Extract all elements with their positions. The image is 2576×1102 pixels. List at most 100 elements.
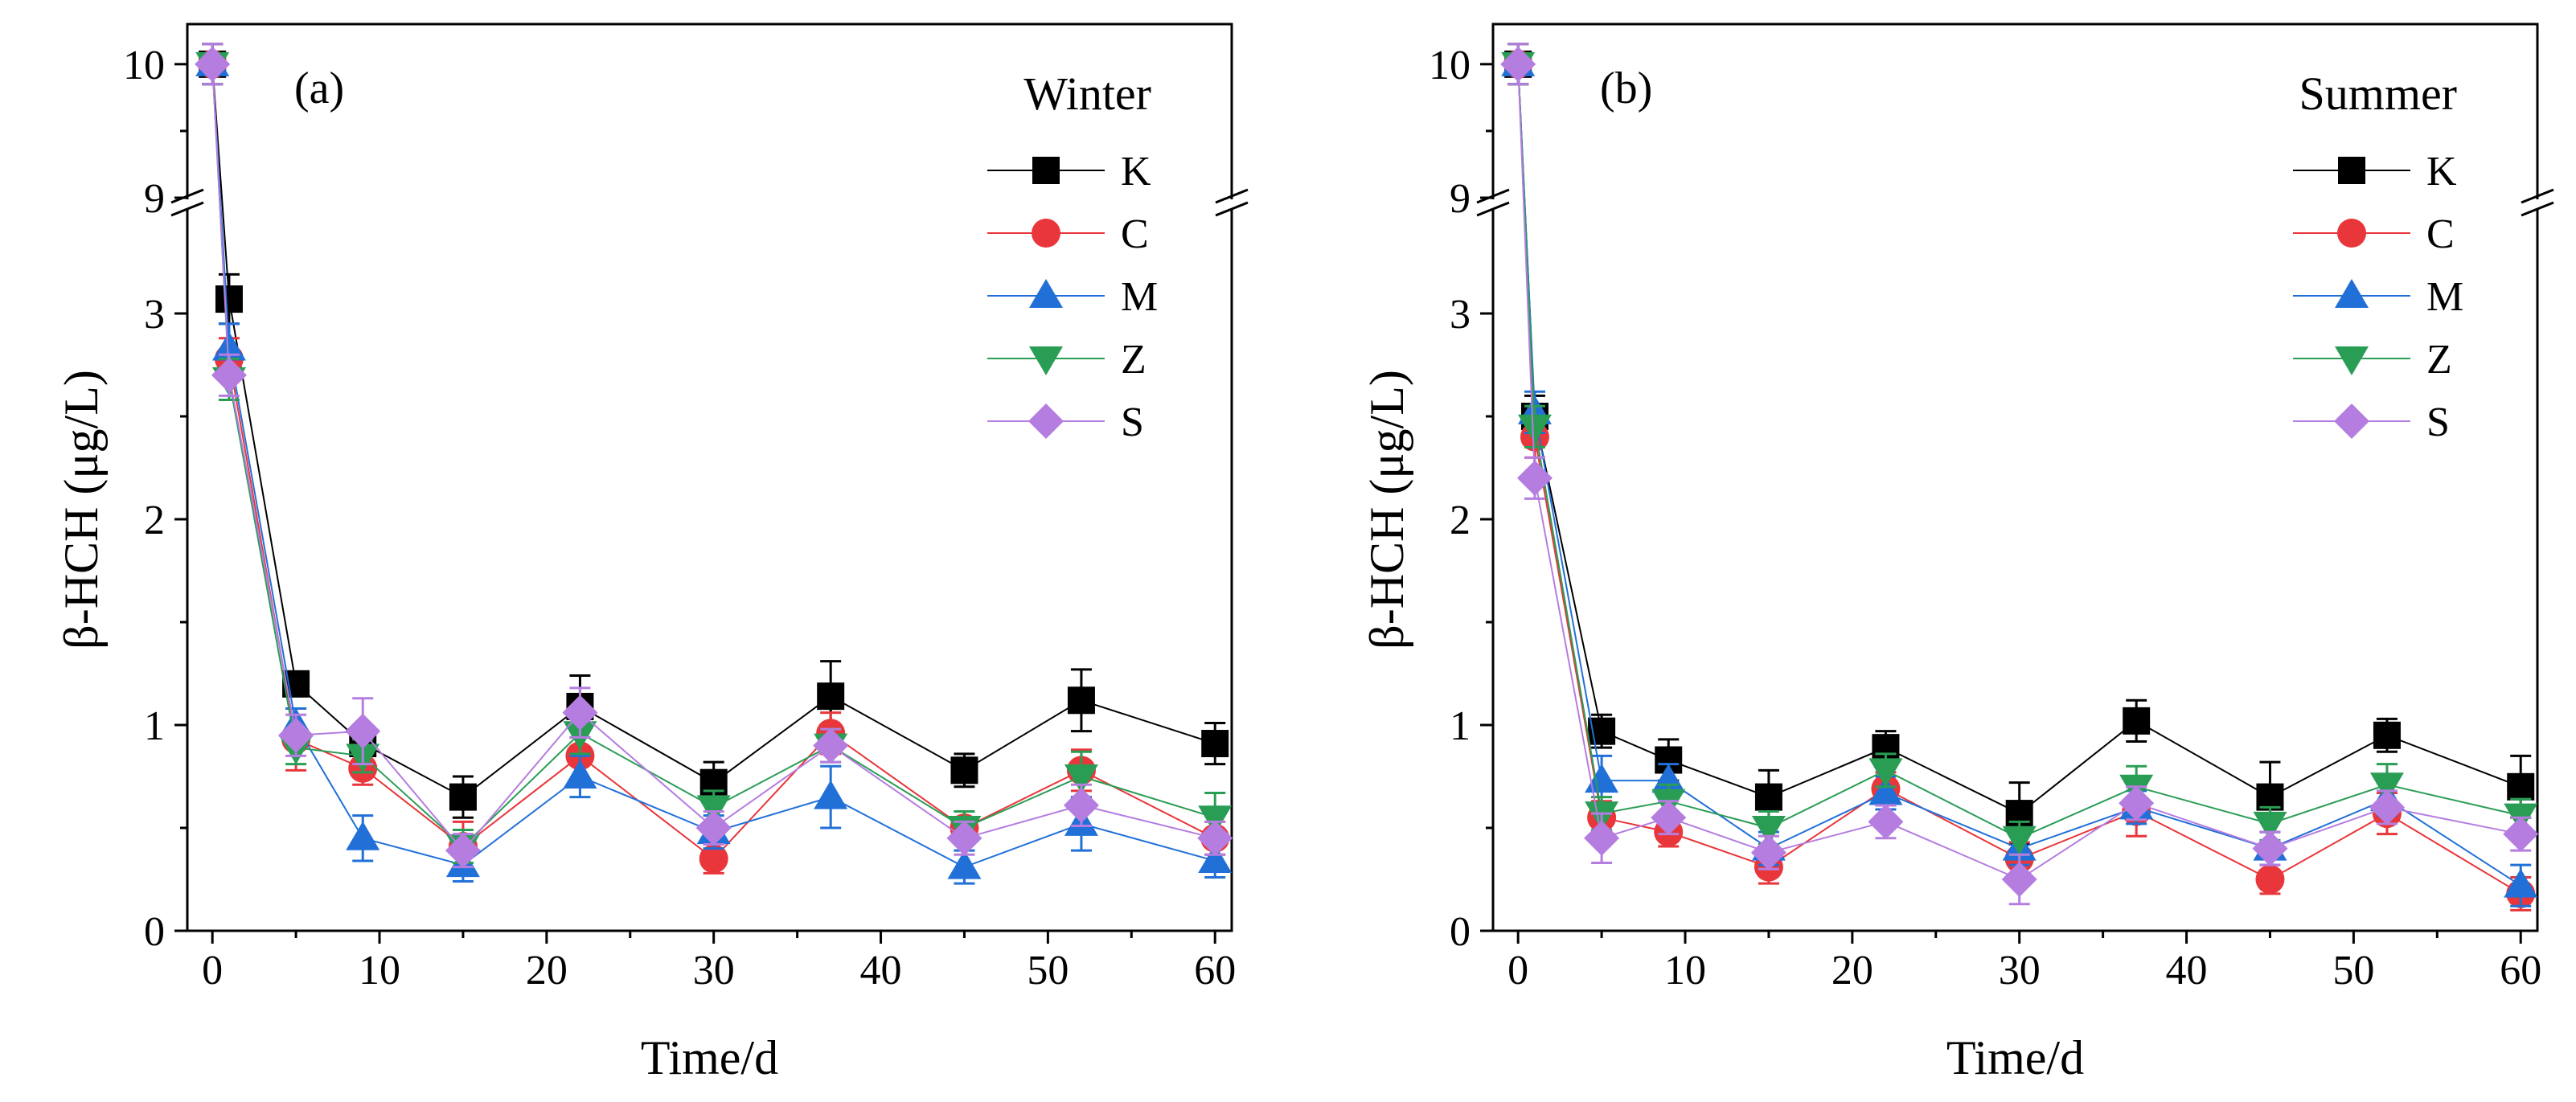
legend-label-S: S bbox=[2426, 399, 2450, 445]
y-tick-label: 2 bbox=[1450, 498, 1471, 543]
axis-break-slash bbox=[1476, 201, 1510, 217]
legend-label-Z: Z bbox=[1121, 337, 1146, 383]
y-axis-label: β-HCH (μg/L) bbox=[1360, 370, 1413, 649]
panel-label: (b) bbox=[1600, 63, 1652, 113]
legend-marker-M bbox=[2335, 279, 2369, 308]
x-tick-label: 10 bbox=[1664, 948, 1706, 993]
data-point-C bbox=[699, 844, 728, 874]
legend-marker-S bbox=[1028, 404, 1064, 439]
data-point-S bbox=[1750, 834, 1786, 871]
legend-label-Z: Z bbox=[2426, 337, 2452, 383]
y-axis-label: β-HCH (μg/L) bbox=[55, 370, 108, 649]
axis-break-slash bbox=[170, 188, 204, 204]
series-K bbox=[199, 43, 1229, 819]
data-point-M bbox=[1198, 843, 1233, 873]
data-point-Z bbox=[2002, 825, 2037, 855]
data-point-Z bbox=[1517, 414, 1552, 444]
data-point-M bbox=[563, 760, 597, 789]
data-point-S bbox=[345, 713, 381, 749]
data-point-S bbox=[2252, 830, 2288, 866]
data-point-S bbox=[1500, 46, 1536, 82]
data-point-M bbox=[346, 821, 380, 850]
data-point-K bbox=[2507, 772, 2535, 801]
legend-label-K: K bbox=[1121, 149, 1151, 195]
plot-frame bbox=[1491, 23, 2539, 932]
data-point-K bbox=[215, 285, 243, 313]
data-point-Z bbox=[2369, 772, 2404, 802]
axis-break-slash bbox=[1215, 188, 1249, 204]
data-point-K bbox=[449, 783, 477, 811]
x-tick-label: 0 bbox=[1507, 948, 1528, 993]
series-line-K bbox=[211, 63, 1216, 798]
season-title: Winter bbox=[1023, 68, 1151, 120]
data-point-S bbox=[1516, 460, 1553, 496]
series-line-K bbox=[1517, 63, 2521, 815]
data-point-Z bbox=[696, 795, 731, 825]
data-point-K bbox=[2373, 721, 2401, 749]
x-tick-label: 40 bbox=[2166, 948, 2208, 993]
axis-break-slash bbox=[1476, 188, 1510, 204]
data-point-K bbox=[2123, 707, 2151, 735]
x-tick-label: 30 bbox=[1999, 948, 2041, 993]
data-point-S bbox=[946, 820, 982, 856]
x-axis-label: Time/d bbox=[641, 1031, 778, 1084]
data-point-S bbox=[1651, 800, 1687, 836]
legend-label-M: M bbox=[1121, 274, 1158, 320]
data-point-Z bbox=[1198, 805, 1233, 835]
data-point-K bbox=[950, 756, 978, 785]
data-point-S bbox=[695, 810, 732, 846]
x-axis-label: Time/d bbox=[1946, 1031, 2084, 1084]
y-tick-label: 10 bbox=[1429, 43, 1471, 88]
axis-break-slash bbox=[2521, 188, 2554, 204]
series-M bbox=[195, 43, 1233, 885]
data-point-K bbox=[1754, 783, 1782, 811]
x-tick-label: 60 bbox=[2500, 948, 2541, 993]
y-tick-label: 3 bbox=[144, 292, 165, 338]
legend-marker-K bbox=[1032, 157, 1060, 184]
panel-a-winter: 0 10 20 30 40 50 60 0 1 2 3 9 10 Time/d β-HCH (μg/L) (a… bbox=[55, 23, 1249, 1084]
panel-label: (a) bbox=[294, 63, 344, 113]
data-point-K bbox=[1067, 686, 1095, 715]
legend-label-C: C bbox=[2426, 211, 2455, 257]
legend-marker-M bbox=[1029, 279, 1063, 308]
data-point-S bbox=[813, 727, 849, 764]
x-tick-label: 50 bbox=[1027, 948, 1069, 993]
data-point-S bbox=[1063, 787, 1099, 823]
x-tick-label: 40 bbox=[860, 948, 902, 993]
series-S bbox=[1500, 43, 2539, 906]
legend-label-M: M bbox=[2426, 274, 2463, 320]
data-point-Z bbox=[1064, 764, 1098, 793]
data-point-S bbox=[2119, 785, 2155, 821]
data-point-M bbox=[947, 850, 982, 879]
legend-label-C: C bbox=[1121, 211, 1149, 257]
data-point-S bbox=[1868, 804, 1904, 840]
x-tick-label: 50 bbox=[2332, 948, 2374, 993]
axis-break-slash bbox=[2521, 201, 2554, 217]
y-tick-label: 3 bbox=[1450, 292, 1471, 338]
data-point-Z bbox=[2253, 811, 2287, 841]
y-tick-label: 2 bbox=[144, 498, 165, 543]
y-tick-label: 1 bbox=[1450, 703, 1471, 749]
legend-marker-Z bbox=[1029, 346, 1063, 375]
series-K bbox=[1504, 43, 2535, 846]
data-point-C bbox=[2255, 865, 2285, 894]
x-tick-label: 20 bbox=[526, 948, 568, 993]
legend-marker-C bbox=[1032, 219, 1060, 248]
data-point-S bbox=[195, 46, 231, 82]
panel-b-summer: 0 10 20 30 40 50 60 0 1 2 3 9 10 Time/d β-HCH (μg/L) (b… bbox=[1360, 23, 2554, 1084]
series-S bbox=[195, 43, 1233, 869]
axis-break-slash bbox=[170, 201, 204, 217]
data-point-S bbox=[2369, 789, 2405, 825]
data-point-S bbox=[278, 717, 314, 753]
legend-label-S: S bbox=[1121, 399, 1144, 445]
data-point-Z bbox=[1868, 758, 1903, 788]
data-point-M bbox=[211, 331, 246, 361]
y-tick-label: 9 bbox=[1450, 176, 1471, 222]
data-point-M bbox=[814, 780, 848, 809]
axis-break-slash bbox=[1215, 201, 1249, 217]
x-tick-label: 10 bbox=[359, 948, 400, 993]
data-point-S bbox=[445, 833, 481, 869]
legend-marker-K bbox=[2338, 157, 2365, 184]
